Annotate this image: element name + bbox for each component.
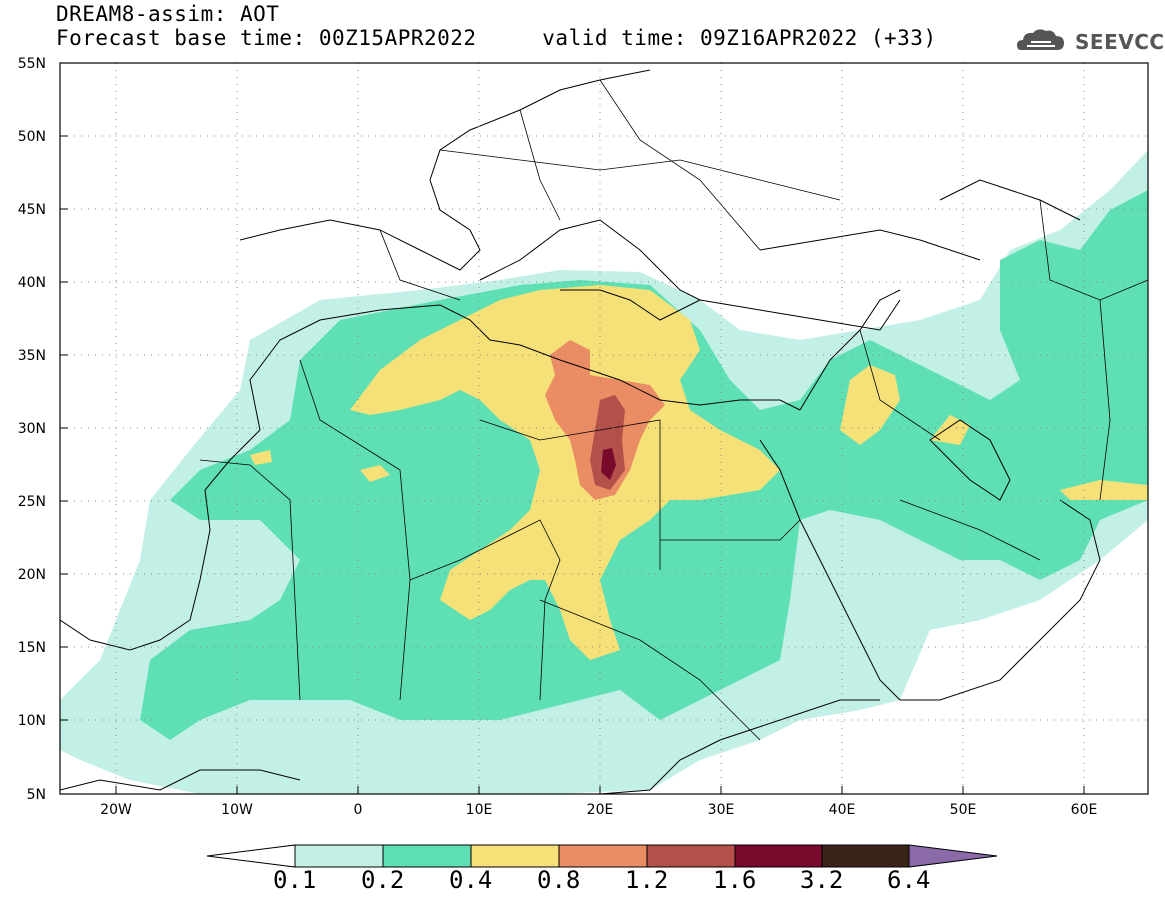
lat-label: 30N <box>18 421 46 437</box>
lat-label: 35N <box>18 348 46 364</box>
colorbar-label: 6.4 <box>887 866 931 894</box>
lon-label: 10E <box>466 802 493 818</box>
colorbar-swatch <box>294 844 384 868</box>
colorbar-swatch <box>734 844 823 868</box>
title-line-1: DREAM8-assim: AOT <box>56 2 280 26</box>
coastlines <box>60 69 1101 794</box>
lat-label: 5N <box>27 787 46 803</box>
lon-label: 40E <box>829 802 856 818</box>
seevccc-cloud-logo-icon <box>1017 29 1064 50</box>
colorbar-left-arrow <box>206 844 296 868</box>
borders <box>199 79 1148 741</box>
lat-label: 25N <box>18 494 46 510</box>
colorbar-right-arrow <box>908 844 998 868</box>
colorbar-label: 1.2 <box>625 866 669 894</box>
lat-label: 55N <box>18 56 46 72</box>
colorbar-label: 0.1 <box>273 866 317 894</box>
lat-label: 40N <box>18 275 46 291</box>
colorbar-label: 0.8 <box>537 866 581 894</box>
lat-label: 50N <box>18 129 46 145</box>
lon-label: 0 <box>354 802 363 818</box>
aot-band-0.4 <box>250 285 1148 660</box>
logo-text: SEEVCCC <box>1075 30 1165 54</box>
colorbar-swatch <box>646 844 736 868</box>
lon-label: 20E <box>587 802 614 818</box>
lon-labels: 20W 10W 0 10E 20E 30E 40E 50E 60E <box>100 802 1097 818</box>
colorbar-swatch <box>382 844 472 868</box>
colorbar-swatch <box>821 844 910 868</box>
colorbar-swatch <box>558 844 648 868</box>
lon-label: 30E <box>708 802 735 818</box>
lat-label: 20N <box>18 567 46 583</box>
title-line-2: Forecast base time: 00Z15APR2022 valid t… <box>56 26 937 50</box>
lat-labels: 55N 50N 45N 40N 35N 30N 25N 20N 15N 10N … <box>18 56 46 803</box>
colorbar-swatch <box>470 844 560 868</box>
aot-band-1.2 <box>590 395 625 490</box>
colorbar <box>206 844 998 868</box>
colorbar-label: 0.2 <box>361 866 405 894</box>
lon-label: 20W <box>100 802 132 818</box>
lon-label: 60E <box>1071 802 1098 818</box>
aot-shading <box>60 150 1148 794</box>
tick-marks <box>60 135 1085 794</box>
graticule <box>60 63 1148 794</box>
lat-label: 10N <box>18 713 46 729</box>
aot-band-1.6 <box>601 448 616 480</box>
lat-label: 45N <box>18 202 46 218</box>
lon-label: 10W <box>221 802 253 818</box>
colorbar-label: 1.6 <box>713 866 757 894</box>
colorbar-label: 3.2 <box>800 866 844 894</box>
lon-label: 50E <box>950 802 977 818</box>
colorbar-label: 0.4 <box>449 866 493 894</box>
lat-label: 15N <box>18 640 46 656</box>
